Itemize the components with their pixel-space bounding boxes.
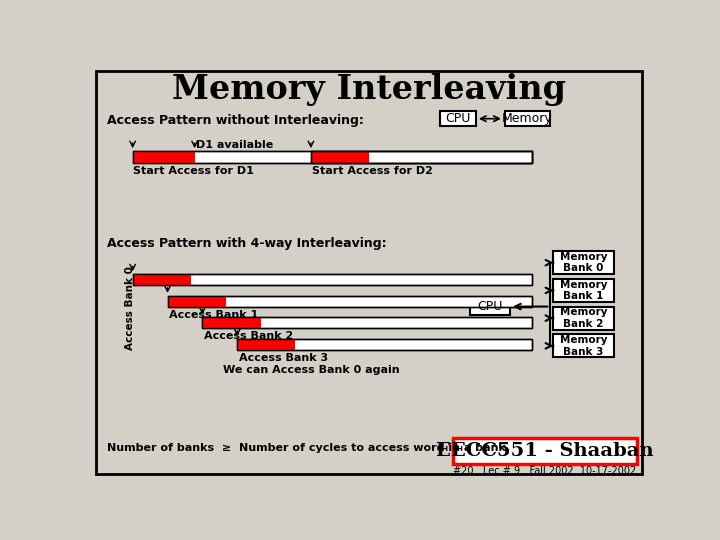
Bar — [238, 339, 532, 350]
Text: Memory Interleaving: Memory Interleaving — [172, 73, 566, 106]
Text: CPU: CPU — [446, 112, 471, 125]
Text: Access Pattern with 4-way Interleaving:: Access Pattern with 4-way Interleaving: — [107, 237, 387, 250]
Bar — [132, 274, 532, 285]
Bar — [202, 318, 532, 328]
Bar — [441, 111, 476, 126]
Text: Memory
Bank 2: Memory Bank 2 — [560, 307, 608, 329]
Text: Access Bank 0: Access Bank 0 — [125, 266, 135, 350]
Bar — [311, 151, 369, 164]
Text: EECC551 - Shaaban: EECC551 - Shaaban — [436, 442, 654, 460]
Bar — [202, 318, 261, 328]
Bar — [168, 296, 532, 307]
Text: Access Bank 1: Access Bank 1 — [169, 309, 258, 320]
Text: Memory: Memory — [502, 112, 552, 125]
Bar — [132, 151, 532, 164]
Text: CPU: CPU — [477, 300, 503, 313]
Bar — [238, 339, 532, 350]
Bar — [554, 307, 614, 330]
Text: Memory
Bank 1: Memory Bank 1 — [560, 280, 608, 301]
Bar — [168, 296, 532, 307]
Text: Access Pattern without Interleaving:: Access Pattern without Interleaving: — [107, 114, 364, 127]
Text: D1 available: D1 available — [196, 140, 274, 150]
Bar — [202, 318, 532, 328]
Text: Memory
Bank 3: Memory Bank 3 — [560, 335, 608, 356]
Text: #20   Lec # 9   Fall 2002  10-17-2002: #20 Lec # 9 Fall 2002 10-17-2002 — [454, 467, 636, 476]
Text: Start Access for D2: Start Access for D2 — [312, 166, 433, 177]
Bar — [554, 334, 614, 357]
Bar — [311, 151, 532, 164]
Bar — [554, 251, 614, 274]
Bar — [132, 274, 532, 285]
Bar — [132, 274, 191, 285]
Text: Access Bank 2: Access Bank 2 — [204, 331, 293, 341]
Bar — [132, 151, 532, 164]
Bar — [453, 438, 637, 464]
Bar — [505, 111, 549, 126]
Text: We can Access Bank 0 again: We can Access Bank 0 again — [222, 365, 399, 375]
Text: Memory
Bank 0: Memory Bank 0 — [560, 252, 608, 273]
Bar — [238, 339, 295, 350]
Bar — [168, 296, 225, 307]
Text: Start Access for D1: Start Access for D1 — [132, 166, 253, 177]
Text: Access Bank 3: Access Bank 3 — [239, 353, 328, 363]
Bar — [469, 298, 510, 315]
Text: Number of banks  ≥  Number of cycles to access word in a bank: Number of banks ≥ Number of cycles to ac… — [107, 443, 506, 453]
Bar — [311, 151, 532, 164]
Bar — [554, 279, 614, 302]
Bar — [132, 151, 194, 164]
